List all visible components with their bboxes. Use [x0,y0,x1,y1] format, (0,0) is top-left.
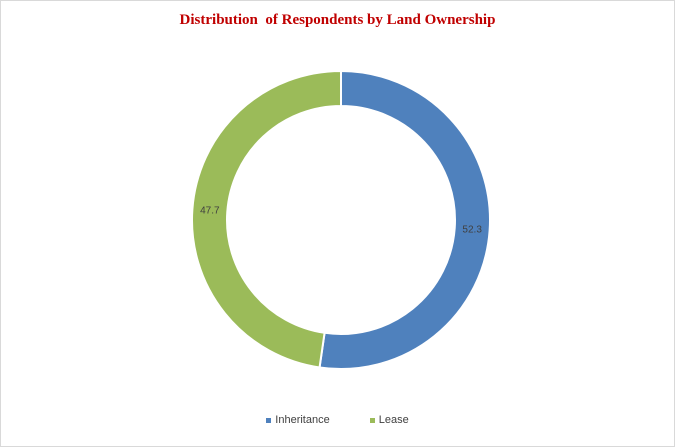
legend: Inheritance Lease [1,414,674,426]
legend-item-inheritance: Inheritance [266,414,330,426]
legend-item-lease: Lease [369,414,409,426]
donut-slice-inheritance [318,69,491,370]
data-label-lease: 47.7 [200,206,220,217]
donut-slice-lease [191,69,342,369]
chart-title: Distribution of Respondents by Land Owne… [179,12,496,28]
legend-label-lease: Lease [378,414,409,426]
data-label-inheritance: 52.3 [462,224,482,235]
legend-swatch-lease [369,417,375,423]
legend-swatch-inheritance [266,417,272,423]
legend-label-inheritance: Inheritance [275,414,330,426]
